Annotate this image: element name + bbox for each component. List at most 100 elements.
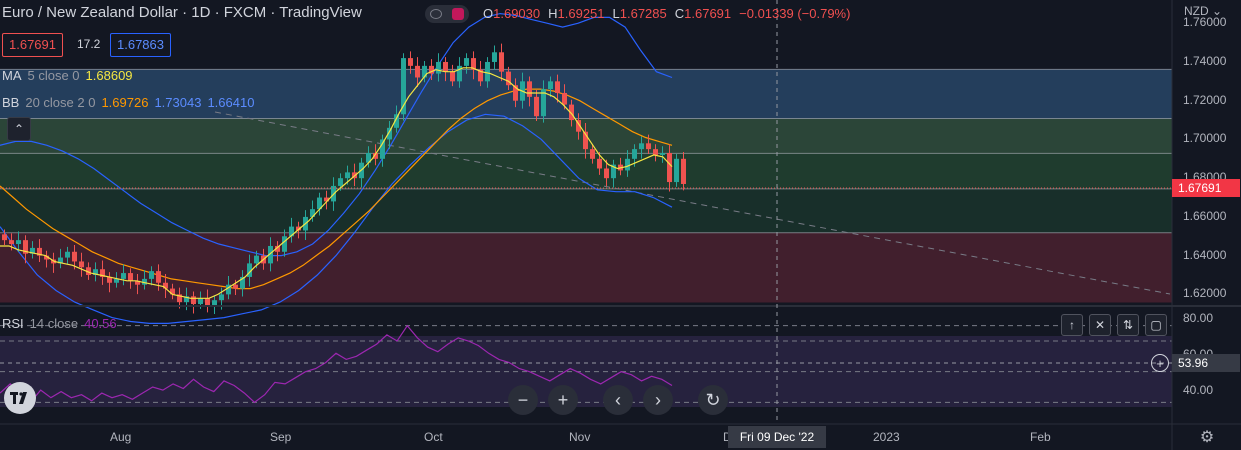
add-alert-button[interactable]: +	[1151, 354, 1169, 372]
candle-body	[79, 261, 84, 268]
ma-polyline	[0, 67, 673, 299]
reset-icon: ↻	[705, 389, 721, 410]
currency-selector[interactable]: NZD ⌄	[1184, 4, 1222, 18]
plus-icon: +	[557, 389, 569, 410]
candle-body	[569, 104, 574, 121]
low-value: 1.67285	[619, 6, 667, 21]
candle-body	[149, 271, 154, 279]
candle-body	[170, 288, 175, 295]
candle-body	[485, 61, 490, 82]
currency-label: NZD	[1184, 4, 1209, 18]
candle-body	[611, 164, 616, 179]
candle-body	[247, 263, 252, 277]
candle-body	[534, 96, 539, 117]
candle-body	[366, 153, 371, 163]
chevron-down-icon: ⌄	[1212, 4, 1223, 18]
rsi-label: RSI	[2, 316, 24, 331]
maximize-icon: ▢	[1150, 318, 1162, 332]
reset-chart-button[interactable]: ↻	[698, 385, 728, 415]
price-tick: 1.62000	[1183, 286, 1227, 301]
maximize-pane-button[interactable]: ▢	[1145, 314, 1167, 336]
candle-body	[198, 298, 203, 305]
candle-body	[156, 271, 161, 283]
move-pane-up-button[interactable]: ↑	[1061, 314, 1083, 336]
candle-body	[128, 273, 133, 281]
price-tick: 1.76000	[1183, 15, 1227, 30]
candle-body	[562, 92, 567, 105]
buy-price-button[interactable]: 1.67863	[110, 33, 171, 57]
candle-body	[184, 296, 189, 303]
close-label: C	[674, 6, 685, 21]
candle-body	[191, 296, 196, 305]
gear-icon: ⚙	[1199, 429, 1215, 446]
delete-pane-button[interactable]: ✕	[1089, 314, 1111, 336]
sell-price-button[interactable]: 1.67691	[2, 33, 63, 57]
time-label-aug: Aug	[110, 430, 132, 444]
candle-body	[415, 65, 420, 78]
rsi-legend[interactable]: RSI 14 close 40.56	[2, 316, 117, 331]
rsi-polyline	[0, 324, 673, 404]
time-label-feb: Feb	[1030, 430, 1051, 444]
candle-body	[492, 52, 497, 62]
collapse-pane-button[interactable]: ⇅	[1117, 314, 1139, 336]
candle-body	[37, 247, 42, 256]
zoom-in-button[interactable]: +	[548, 385, 578, 415]
tradingview-logo[interactable]	[4, 382, 36, 414]
scroll-left-button[interactable]: ‹	[603, 385, 633, 415]
candle-body	[513, 85, 518, 101]
candle-body	[233, 284, 238, 289]
time-label-dec: D	[723, 430, 732, 444]
candle-body	[464, 58, 469, 66]
candle-body	[240, 276, 245, 289]
candle-body	[632, 149, 637, 159]
candle-body	[317, 197, 322, 210]
candle-body	[401, 58, 406, 115]
close-icon: ✕	[1094, 318, 1106, 332]
candle-body	[471, 58, 476, 70]
candle-body	[625, 158, 630, 171]
settings-button[interactable]: ⚙	[1198, 428, 1216, 446]
candle-body	[422, 65, 427, 78]
bb-params: 20 close 2 0	[25, 95, 96, 110]
candle-body	[44, 255, 49, 260]
crosshair-rsi-tag: 53.96	[1172, 354, 1240, 372]
collapse-legend-button[interactable]: ⌃	[7, 117, 31, 141]
change-value: −0.01339 (−0.79%)	[739, 6, 851, 21]
candle-body	[275, 245, 280, 252]
candle-body	[380, 139, 385, 159]
chart-title: Euro / New Zealand Dollar · 1D · FXCM · …	[2, 4, 362, 21]
price-zone-0	[0, 69, 1172, 119]
candle-body	[268, 245, 273, 264]
eye-icon	[430, 9, 442, 19]
candle-body	[114, 278, 119, 283]
visibility-toggle[interactable]	[425, 5, 469, 23]
open-label: O	[483, 6, 494, 21]
candle-body	[310, 209, 315, 217]
candle-body	[597, 158, 602, 169]
zoom-out-button[interactable]: −	[508, 385, 538, 415]
rsi-tick-80: 80.00	[1183, 311, 1214, 325]
rsi-value: 40.56	[84, 316, 117, 331]
candle-body	[590, 149, 595, 159]
ma-legend[interactable]: MA 5 close 0 1.68609	[2, 68, 133, 83]
candle-body	[289, 226, 294, 237]
candle-body	[583, 131, 588, 150]
candle-body	[9, 240, 14, 245]
bb-upper-line	[0, 12, 673, 257]
bb-legend[interactable]: BB 20 close 2 0 1.69726 1.73043 1.66410	[2, 95, 254, 110]
candle-body	[548, 81, 553, 90]
candle-body	[142, 278, 147, 285]
candle-body	[72, 251, 77, 262]
candle-body	[100, 269, 105, 277]
candle-body	[254, 255, 259, 264]
candle-body	[436, 61, 441, 74]
bb-lower-line	[0, 113, 673, 324]
scroll-right-button[interactable]: ›	[643, 385, 673, 415]
chevron-up-icon: ⌃	[13, 122, 25, 136]
price-tick: 1.74000	[1183, 53, 1227, 68]
time-label-2023: 2023	[873, 430, 900, 444]
candle-body	[2, 234, 7, 241]
candle-body	[541, 89, 546, 117]
ma-label: MA	[2, 68, 22, 83]
